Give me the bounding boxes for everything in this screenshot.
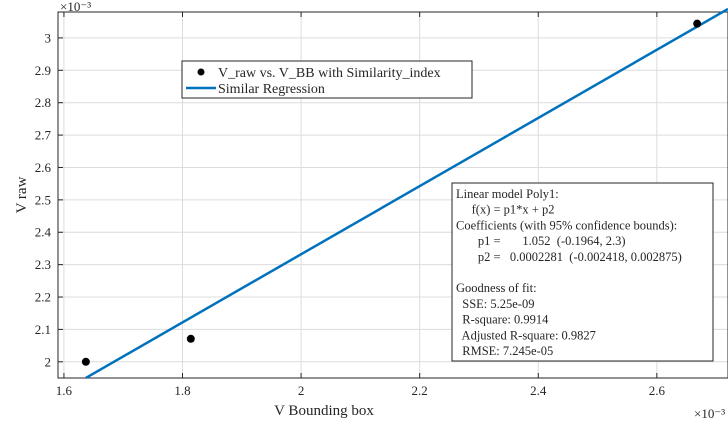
scatter-point: [693, 19, 702, 28]
fit-results-line: RMSE: 7.245e-05: [456, 344, 553, 358]
y-tick-label: 2.6: [35, 160, 52, 175]
series-layer: [81, 7, 728, 380]
fit-results-line: Linear model Poly1:: [456, 187, 559, 201]
x-tick-label: 2: [298, 383, 305, 398]
y-tick-label: 2.7: [35, 128, 52, 143]
legend: V_raw vs. V_BB with Similarity_index Sim…: [181, 60, 473, 99]
fit-results-box: Linear model Poly1: f(x) = p1*x + p2Coef…: [451, 182, 714, 362]
fit-results-frame: [451, 182, 714, 362]
fit-results-line: Adjusted R-square: 0.9827: [456, 328, 596, 342]
x-exponent-label: ×10⁻³: [694, 406, 725, 421]
axis-ticks: 1.6 1.8 2 2.2 2.4 2.6 2 2.1 2.2 2.3 2.4 2.5 2.6 2.7 2.…: [35, 12, 666, 398]
scatter-point: [186, 334, 195, 343]
y-tick-label: 2.9: [35, 63, 51, 78]
fit-results-line: SSE: 5.25e-09: [456, 297, 534, 311]
fit-results-text: Linear model Poly1: f(x) = p1*x + p2Coef…: [456, 187, 682, 358]
legend-entry-scatter: V_raw vs. V_BB with Similarity_index: [218, 66, 441, 81]
x-tick-label: 2.6: [649, 383, 666, 398]
plot-area-frame: [57, 11, 728, 379]
legend-marker-scatter: [197, 68, 205, 76]
scatter-point: [81, 357, 90, 366]
y-tick-label: 3: [45, 30, 52, 45]
x-axis-label: V Bounding box: [274, 403, 374, 419]
fit-results-line: p1 = 1.052 (-0.1964, 2.3): [456, 234, 626, 248]
fit-results-line: Goodness of fit:: [456, 281, 537, 295]
legend-entry-regression: Similar Regression: [218, 82, 325, 97]
y-tick-label: 2.2: [35, 290, 51, 305]
fit-results-line: f(x) = p1*x + p2: [456, 203, 554, 217]
x-tick-label: 2.4: [530, 383, 547, 398]
x-tick-label: 1.8: [174, 383, 190, 398]
y-tick-label: 2.8: [35, 95, 51, 110]
y-tick-label: 2.4: [35, 225, 52, 240]
y-tick-label: 2: [45, 354, 52, 369]
fit-results-line: Coefficients (with 95% confidence bounds…: [456, 218, 677, 232]
legend-box: [181, 60, 473, 99]
x-tick-label: 1.6: [56, 383, 73, 398]
fit-results-line: p2 = 0.0002281 (-0.002418, 0.002875): [456, 250, 682, 264]
y-exponent-label: ×10⁻³: [60, 0, 91, 14]
x-tick-label: 2.2: [412, 383, 428, 398]
y-axis-label: V raw: [14, 176, 30, 213]
fit-results-line: R-square: 0.9914: [456, 313, 549, 327]
y-tick-label: 2.3: [35, 257, 51, 272]
y-tick-label: 2.5: [35, 192, 51, 207]
y-tick-label: 2.1: [35, 322, 51, 337]
regression-line: [85, 7, 728, 380]
